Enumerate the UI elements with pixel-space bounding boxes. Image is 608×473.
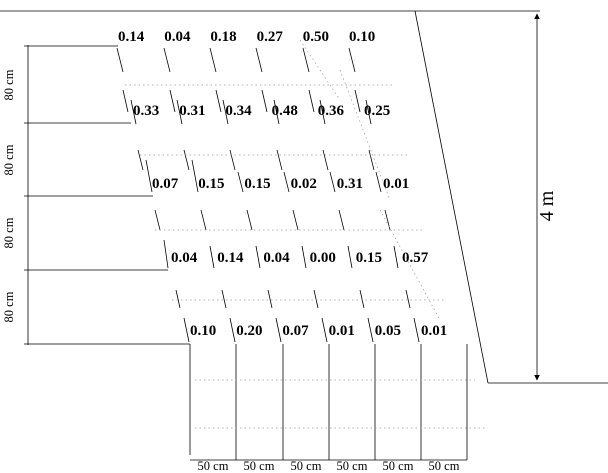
column-width-label-6: 50 cm	[429, 459, 460, 473]
value-label-r1-c1: 0.14	[118, 29, 145, 45]
dotted-guides	[125, 39, 485, 429]
row-spacing-label-2: 80 cm	[2, 144, 16, 175]
value-label-r5-c5: 0.05	[375, 323, 401, 339]
value-label-r4-c5: 0.15	[356, 250, 382, 266]
value-label-r4-c4: 0.00	[310, 250, 336, 266]
value-label-r1-c4: 0.27	[257, 29, 284, 45]
value-label-r1-c6: 0.10	[349, 29, 375, 45]
value-label-r3-c6: 0.01	[383, 176, 409, 192]
value-label-r4-c2: 0.14	[217, 250, 244, 266]
value-label-r2-c4: 0.48	[272, 103, 298, 119]
column-width-label-4: 50 cm	[337, 459, 368, 473]
nail-marks	[116, 47, 420, 343]
value-label-r4-c6: 0.57	[402, 250, 429, 266]
value-label-r3-c3: 0.15	[244, 176, 270, 192]
value-label-r5-c6: 0.01	[421, 323, 447, 339]
row-spacing-label-1: 80 cm	[2, 69, 16, 100]
value-label-r5-c1: 0.10	[190, 323, 216, 339]
value-label-r1-c3: 0.18	[210, 29, 236, 45]
value-label-r5-c2: 0.20	[236, 323, 262, 339]
column-width-label-2: 50 cm	[244, 459, 275, 473]
value-label-r3-c4: 0.02	[291, 176, 317, 192]
column-width-label-3: 50 cm	[291, 459, 322, 473]
value-label-r2-c6: 0.25	[364, 103, 390, 119]
value-label-r5-c3: 0.07	[282, 323, 309, 339]
row-spacing-label-4: 80 cm	[2, 291, 16, 322]
value-label-r2-c3: 0.34	[225, 103, 252, 119]
column-width-label-5: 50 cm	[383, 459, 414, 473]
column-width-label-1: 50 cm	[198, 459, 229, 473]
row-spacing-label-3: 80 cm	[2, 217, 16, 248]
value-label-r3-c1: 0.07	[152, 176, 179, 192]
value-label-r2-c1: 0.33	[133, 103, 159, 119]
value-labels: 0.14 0.04 0.18 0.27 0.50 0.10 0.33 0.31 0.34 0.48…	[118, 29, 447, 339]
value-label-r5-c4: 0.01	[329, 323, 355, 339]
value-label-r1-c5: 0.50	[303, 29, 329, 45]
value-label-r4-c1: 0.04	[171, 250, 198, 266]
total-height-label: 4 m	[536, 190, 558, 221]
value-label-r2-c5: 0.36	[318, 103, 345, 119]
value-label-r3-c2: 0.15	[198, 176, 224, 192]
value-label-r4-c3: 0.04	[263, 250, 290, 266]
value-label-r1-c2: 0.04	[164, 29, 191, 45]
value-label-r3-c5: 0.31	[337, 176, 363, 192]
value-label-r2-c2: 0.31	[179, 103, 205, 119]
slope-face-line	[414, 10, 489, 384]
